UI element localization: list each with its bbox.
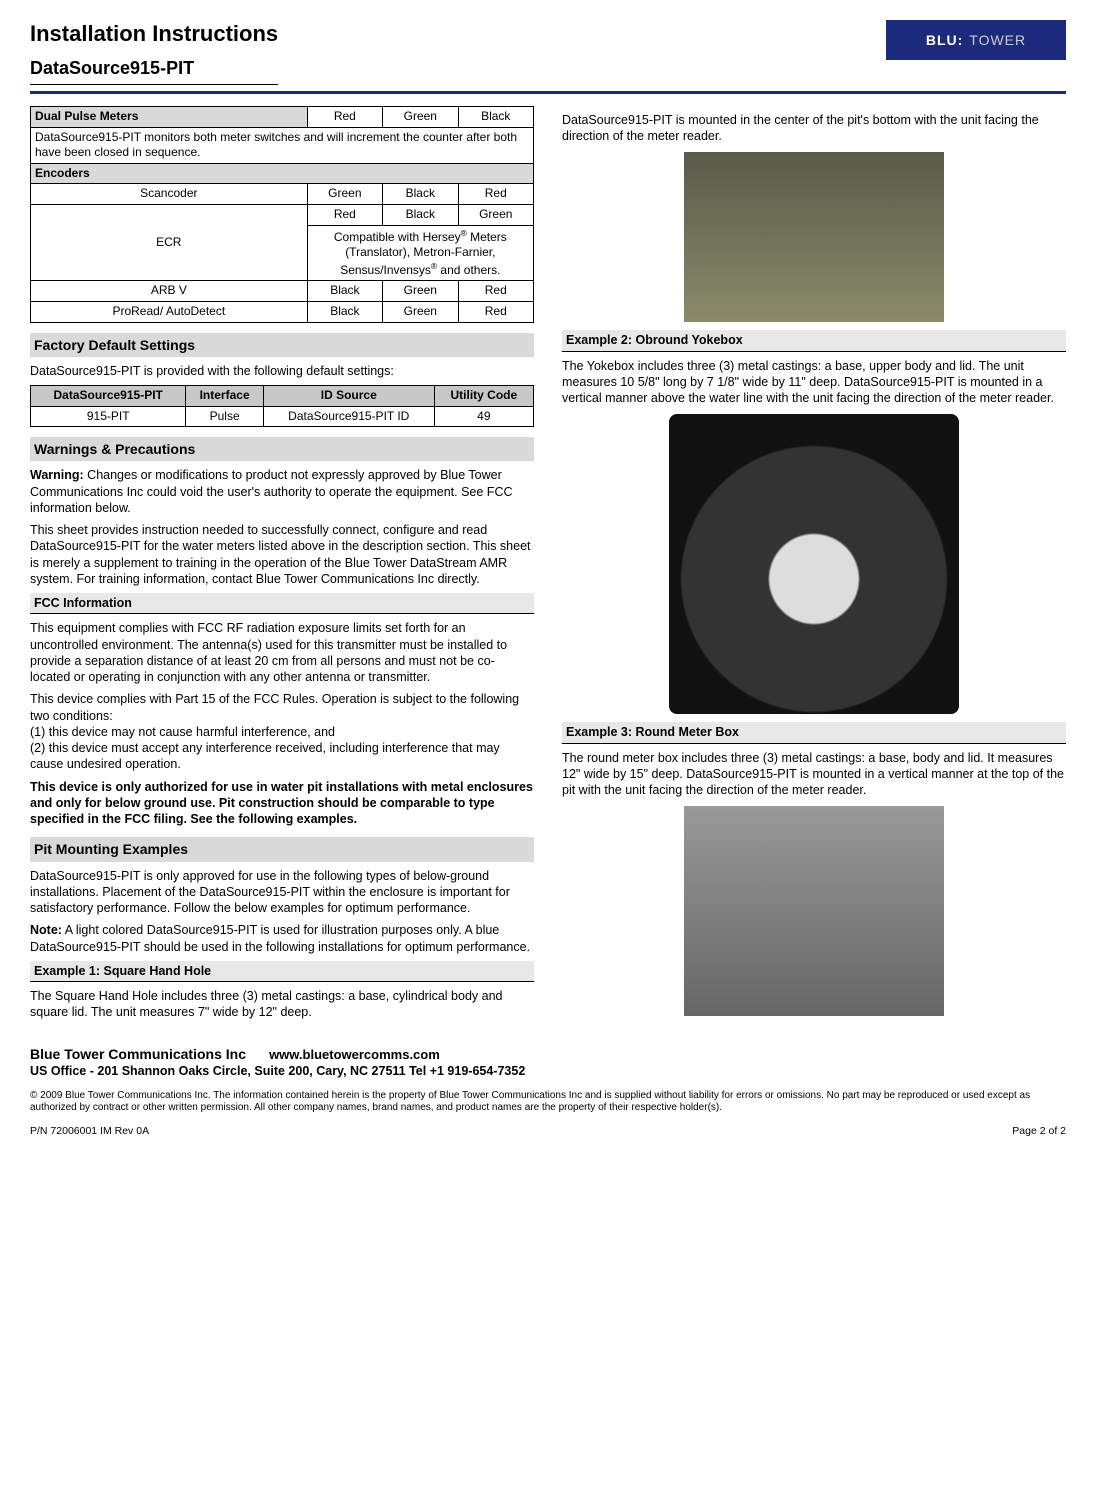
warning-p1-text: Changes or modifications to product not … — [30, 468, 513, 515]
pit-note-label: Note: — [30, 923, 62, 937]
enc-0-c2: Green — [307, 184, 382, 205]
dual-pulse-header: Dual Pulse Meters — [31, 106, 308, 127]
enc-3-c3: Green — [383, 301, 458, 322]
fcc-p3: This device is only authorized for use i… — [30, 779, 534, 828]
pit-note: Note: A light colored DataSource915-PIT … — [30, 922, 534, 955]
factory-intro: DataSource915-PIT is provided with the f… — [30, 363, 534, 379]
enc-1-note: Compatible with Hersey® Meters (Translat… — [307, 225, 533, 281]
page-footer: Blue Tower Communications Inc www.blueto… — [30, 1045, 1066, 1139]
enc-0-c3: Black — [383, 184, 458, 205]
enc-0-c4: Red — [458, 184, 533, 205]
ex1-image — [684, 152, 944, 322]
pit-title: Pit Mounting Examples — [30, 837, 534, 861]
ex2-image — [669, 414, 959, 714]
footer-line1: Blue Tower Communications Inc www.blueto… — [30, 1045, 1066, 1064]
right-column: DataSource915-PIT is mounted in the cent… — [562, 106, 1066, 1027]
page-header: Installation Instructions DataSource915-… — [30, 20, 1066, 94]
fcc-p2b: (1) this device may not cause harmful in… — [30, 725, 335, 739]
footer-addr: US Office - 201 Shannon Oaks Circle, Sui… — [30, 1063, 1066, 1079]
footer-pn: P/N 72006001 IM Rev 0A — [30, 1125, 149, 1139]
fcc-p2c: (2) this device must accept any interfer… — [30, 741, 500, 771]
ex3-title: Example 3: Round Meter Box — [562, 722, 1066, 743]
ex3-image — [684, 806, 944, 1016]
enc-1-c3: Black — [383, 204, 458, 225]
logo-sub: TOWER — [969, 31, 1026, 49]
ex1-p: The Square Hand Hole includes three (3) … — [30, 988, 534, 1021]
footer-bottom: P/N 72006001 IM Rev 0A Page 2 of 2 — [30, 1125, 1066, 1139]
pit-p1: DataSource915-PIT is only approved for u… — [30, 868, 534, 917]
ex2-p: The Yokebox includes three (3) metal cas… — [562, 358, 1066, 407]
factory-title: Factory Default Settings — [30, 333, 534, 357]
footer-page: Page 2 of 2 — [1012, 1125, 1066, 1139]
dp-col-red: Red — [307, 106, 382, 127]
footer-copyright: © 2009 Blue Tower Communications Inc. Th… — [30, 1090, 1066, 1115]
left-column: Dual Pulse Meters Red Green Black DataSo… — [30, 106, 534, 1027]
doc-title: Installation Instructions — [30, 20, 278, 49]
enc-2-c3: Green — [383, 281, 458, 302]
enc-2-c4: Red — [458, 281, 533, 302]
enc-name-0: Scancoder — [31, 184, 308, 205]
fr-2: DataSource915-PIT ID — [263, 406, 434, 427]
main-columns: Dual Pulse Meters Red Green Black DataSo… — [30, 106, 1066, 1027]
factory-table: DataSource915-PIT Interface ID Source Ut… — [30, 385, 534, 427]
enc-2-c2: Black — [307, 281, 382, 302]
fh-3: Utility Code — [434, 385, 533, 406]
company-logo: BLU: TOWER — [886, 20, 1066, 60]
dp-col-black: Black — [458, 106, 533, 127]
fh-0: DataSource915-PIT — [31, 385, 186, 406]
enc-name-3: ProRead/ AutoDetect — [31, 301, 308, 322]
enc-1-c2: Red — [307, 204, 382, 225]
fr-3: 49 — [434, 406, 533, 427]
dp-col-green: Green — [383, 106, 458, 127]
doc-subtitle: DataSource915-PIT — [30, 57, 278, 85]
encoders-header: Encoders — [31, 163, 534, 184]
pit-note-text: A light colored DataSource915-PIT is use… — [30, 923, 530, 953]
warnings-title: Warnings & Precautions — [30, 437, 534, 461]
fcc-title: FCC Information — [30, 593, 534, 614]
fcc-p1: This equipment complies with FCC RF radi… — [30, 620, 534, 685]
fcc-p3-text: This device is only authorized for use i… — [30, 780, 533, 827]
fcc-p2a: This device complies with Part 15 of the… — [30, 692, 519, 722]
fh-2: ID Source — [263, 385, 434, 406]
fh-1: Interface — [186, 385, 263, 406]
ex3-p: The round meter box includes three (3) m… — [562, 750, 1066, 799]
enc-name-1: ECR — [31, 204, 308, 280]
fr-0: 915-PIT — [31, 406, 186, 427]
logo-main: BLU: — [926, 31, 963, 49]
ex1-title: Example 1: Square Hand Hole — [30, 961, 534, 982]
enc-name-2: ARB V — [31, 281, 308, 302]
enc-1-c4: Green — [458, 204, 533, 225]
warning-p1: Warning: Changes or modifications to pro… — [30, 467, 534, 516]
enc-3-c4: Red — [458, 301, 533, 322]
warning-p2: This sheet provides instruction needed t… — [30, 522, 534, 587]
header-titles: Installation Instructions DataSource915-… — [30, 20, 278, 85]
enc-3-c2: Black — [307, 301, 382, 322]
dual-pulse-table: Dual Pulse Meters Red Green Black DataSo… — [30, 106, 534, 323]
fr-1: Pulse — [186, 406, 263, 427]
footer-company: Blue Tower Communications Inc — [30, 1046, 246, 1062]
dp-note: DataSource915-PIT monitors both meter sw… — [31, 127, 534, 163]
ex1-cont: DataSource915-PIT is mounted in the cent… — [562, 112, 1066, 145]
footer-url: www.bluetowercomms.com — [269, 1047, 440, 1062]
warning-label: Warning: — [30, 468, 84, 482]
ex2-title: Example 2: Obround Yokebox — [562, 330, 1066, 351]
fcc-p2: This device complies with Part 15 of the… — [30, 691, 534, 772]
